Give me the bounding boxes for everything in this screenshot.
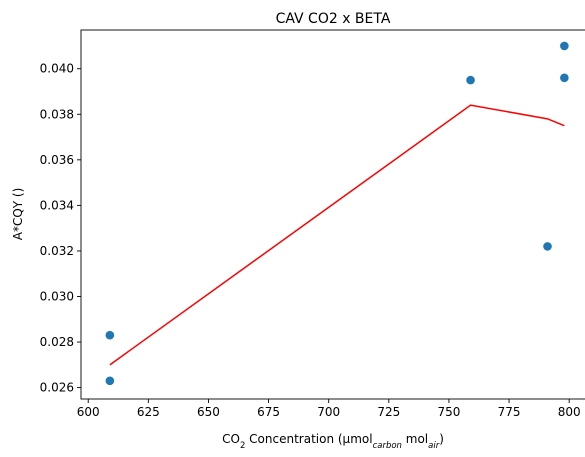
data-point-4 <box>543 242 552 251</box>
fit-line <box>109 104 565 366</box>
x-tick-label: 700 <box>317 405 340 419</box>
x-axis: 600 625 650 675 700 725 750 775 800 <box>77 399 581 419</box>
plot-frame <box>80 29 585 400</box>
x-axis-label-part: air <box>428 441 440 451</box>
y-tick-label: 0.028 <box>40 335 74 349</box>
x-tick-label: 650 <box>197 405 220 419</box>
y-tick-label: 0.030 <box>40 290 74 304</box>
data-point-6 <box>560 73 569 83</box>
x-axis-label-part: ) <box>439 432 444 446</box>
y-axis-label: A*CQY () <box>11 188 25 241</box>
x-tick-label: 625 <box>137 405 160 419</box>
y-tick-label: 0.040 <box>40 62 74 76</box>
x-tick-label: 750 <box>437 405 460 419</box>
x-tick-label: 675 <box>257 405 280 419</box>
y-axis: 0.026 0.028 0.030 0.032 0.034 0.036 0.038 0.040 <box>40 62 81 395</box>
data-point-1 <box>105 330 115 340</box>
y-tick-label: 0.026 <box>40 381 74 395</box>
data-point-3 <box>466 75 475 85</box>
x-axis-label-part: mol <box>402 432 428 446</box>
x-tick-label: 725 <box>377 405 400 419</box>
y-tick-label: 0.038 <box>40 107 74 121</box>
plot-area <box>105 41 569 386</box>
x-axis-label-part: carbon <box>373 441 402 451</box>
data-point-5 <box>560 41 569 51</box>
y-tick-label: 0.034 <box>40 198 74 212</box>
y-tick-label: 0.036 <box>40 153 74 167</box>
x-tick-label: 800 <box>558 405 581 419</box>
x-axis-label-part: CO <box>222 432 240 446</box>
x-axis-label-part: 2 <box>240 441 245 451</box>
x-tick-label: 600 <box>77 405 100 419</box>
chart-title: CAV CO2 x BETA <box>276 11 391 27</box>
x-tick-label: 775 <box>498 405 521 419</box>
x-axis-label-part: Concentration (µmol <box>245 432 372 446</box>
data-point-2 <box>105 376 115 386</box>
x-axis-label: CO2 Concentration (µmolcarbon molair) <box>222 432 444 451</box>
y-tick-label: 0.032 <box>40 244 74 258</box>
